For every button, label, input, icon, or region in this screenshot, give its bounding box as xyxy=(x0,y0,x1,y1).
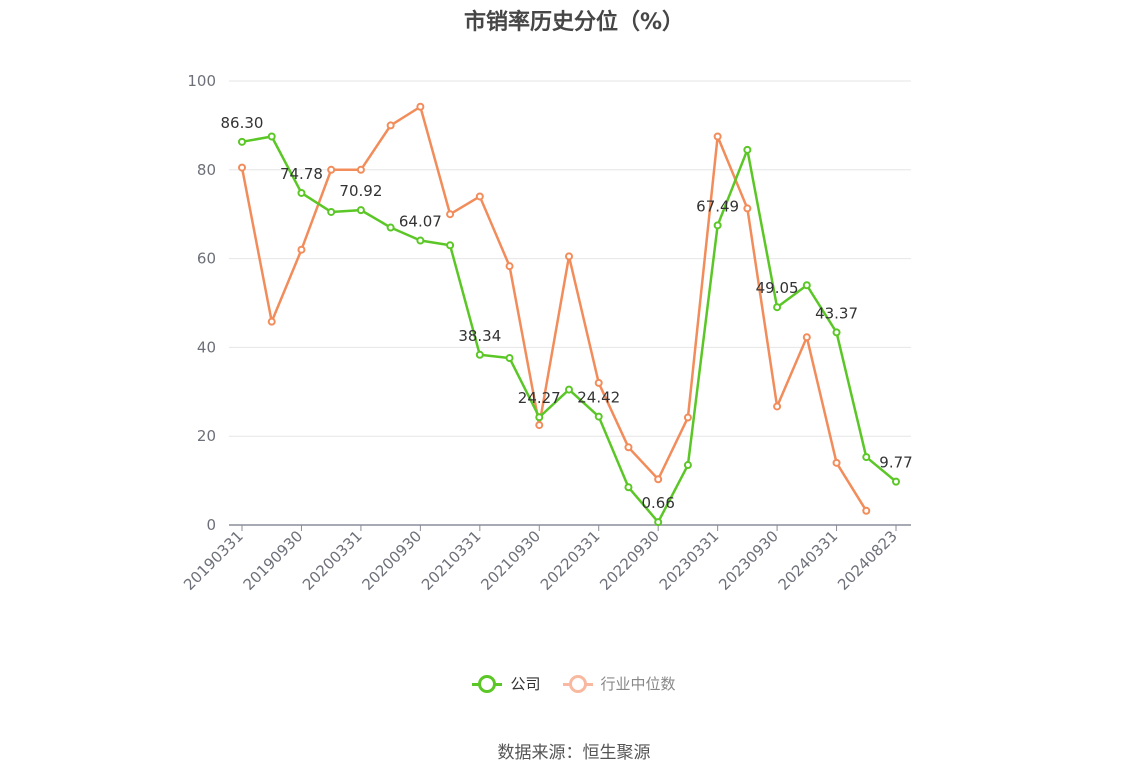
industry-point xyxy=(773,402,782,411)
data-label: 9.77 xyxy=(879,454,912,472)
industry-point xyxy=(267,317,276,326)
industry-point xyxy=(832,458,841,467)
industry-point xyxy=(594,378,603,387)
data-label: 38.34 xyxy=(458,327,501,345)
legend: 公司 行业中位数 xyxy=(0,673,1148,694)
company-point xyxy=(892,477,900,486)
x-tick-label: 20190930 xyxy=(240,527,307,594)
company-point xyxy=(238,137,246,146)
industry-point xyxy=(416,102,425,111)
company-point xyxy=(446,241,455,250)
company-point xyxy=(773,303,782,312)
legend-company-swatch-icon xyxy=(472,674,503,693)
company-point xyxy=(862,453,871,462)
industry-point xyxy=(356,165,365,174)
y-tick-label: 60 xyxy=(197,250,216,268)
data-label: 43.37 xyxy=(815,304,858,322)
industry-point xyxy=(802,333,811,342)
data-source: 数据来源：恒生聚源 xyxy=(497,743,651,763)
industry-point xyxy=(446,210,455,219)
chart-title: 市销率历史分位（%） xyxy=(463,10,685,35)
industry-point xyxy=(505,262,514,271)
legend-industry-label: 行业中位数 xyxy=(600,675,676,693)
x-tick-label: 20220930 xyxy=(596,527,663,594)
company-point xyxy=(475,350,484,359)
y-tick-label: 80 xyxy=(197,161,216,179)
industry-point xyxy=(743,204,752,213)
company-point xyxy=(654,518,663,527)
industry-point xyxy=(624,443,633,452)
company-point xyxy=(386,223,395,232)
company-point xyxy=(267,132,276,141)
data-label: 67.49 xyxy=(696,197,739,215)
y-tick-label: 40 xyxy=(197,338,216,356)
company-point xyxy=(832,328,841,337)
industry-point xyxy=(238,163,246,172)
industry-point xyxy=(475,192,484,201)
data-label: 74.78 xyxy=(280,165,323,183)
company-point xyxy=(683,461,692,470)
x-tick-label: 20200930 xyxy=(358,527,425,594)
industry-point xyxy=(535,421,544,430)
x-tick-label: 20190331 xyxy=(180,527,247,594)
company-point xyxy=(416,236,425,245)
industry-point xyxy=(862,506,871,515)
company-point xyxy=(565,385,573,394)
industry-point xyxy=(327,165,336,174)
data-label: 70.92 xyxy=(339,182,382,200)
data-label: 49.05 xyxy=(756,279,799,297)
industry-point xyxy=(386,121,395,130)
y-tick-label: 20 xyxy=(197,427,216,445)
company-point xyxy=(535,413,544,422)
industry-point xyxy=(654,475,663,484)
industry-point xyxy=(683,413,692,422)
company-point xyxy=(802,281,811,290)
x-tick-label: 20220331 xyxy=(537,527,604,594)
y-tick-label: 100 xyxy=(187,72,216,90)
x-tick-label: 20240331 xyxy=(775,527,842,594)
legend-item-industry[interactable]: 行业中位数 xyxy=(562,673,676,694)
industry-point xyxy=(713,132,722,141)
y-tick-label: 0 xyxy=(206,516,216,534)
industry-point xyxy=(565,252,573,261)
company-point xyxy=(327,207,336,216)
x-tick-label: 20240823 xyxy=(834,527,901,594)
company-point xyxy=(713,221,722,230)
x-tick-label: 20210331 xyxy=(418,527,485,594)
data-label: 24.42 xyxy=(577,389,620,407)
company-point xyxy=(594,412,603,421)
industry-point xyxy=(297,245,306,254)
company-point xyxy=(356,206,365,215)
company-point xyxy=(505,354,514,363)
x-tick-label: 20200331 xyxy=(299,527,366,594)
line-chart: 0 20 40 60 80 100 2019033120190930202003312020… xyxy=(180,72,913,594)
data-label: 64.07 xyxy=(399,213,442,231)
x-tick-label: 20230331 xyxy=(656,527,723,594)
company-point xyxy=(297,188,306,197)
x-tick-label: 20230930 xyxy=(715,527,782,594)
industry-series-line xyxy=(240,105,868,512)
x-tick-label: 20210930 xyxy=(477,527,544,594)
legend-company-label: 公司 xyxy=(510,675,541,693)
company-point xyxy=(624,483,633,492)
data-label: 86.30 xyxy=(221,114,264,132)
legend-industry-swatch-icon xyxy=(562,674,593,693)
data-label: 24.27 xyxy=(518,389,561,407)
data-label: 0.66 xyxy=(641,494,674,512)
company-point xyxy=(743,145,752,154)
legend-item-company[interactable]: 公司 xyxy=(472,673,541,694)
